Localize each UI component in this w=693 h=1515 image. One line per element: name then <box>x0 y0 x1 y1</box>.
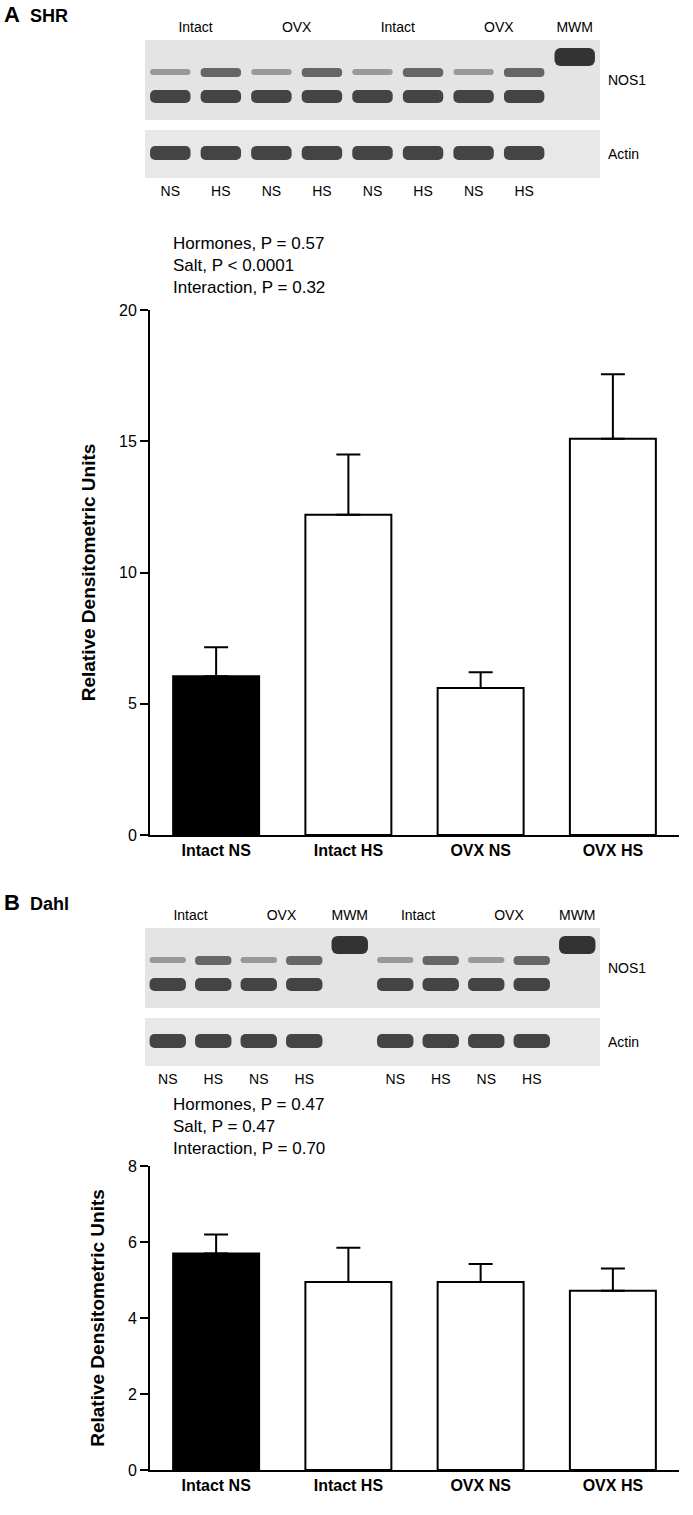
svg-text:6: 6 <box>128 1234 137 1251</box>
svg-text:HS: HS <box>514 183 533 199</box>
svg-text:HS: HS <box>204 1071 223 1087</box>
svg-text:Hormones, P = 0.47Salt, P = 0.: Hormones, P = 0.47Salt, P = 0.47Interact… <box>173 1095 325 1158</box>
svg-text:Intact HS: Intact HS <box>314 842 384 859</box>
svg-text:10: 10 <box>119 564 137 581</box>
svg-text:NS: NS <box>161 183 180 199</box>
svg-text:HS: HS <box>295 1071 314 1087</box>
svg-text:Intact HS: Intact HS <box>314 1477 384 1494</box>
svg-text:20: 20 <box>119 302 137 319</box>
svg-text:OVX HS: OVX HS <box>583 1477 644 1494</box>
svg-text:2: 2 <box>128 1386 137 1403</box>
svg-text:15: 15 <box>119 433 137 450</box>
svg-text:HS: HS <box>312 183 331 199</box>
svg-text:NOS1: NOS1 <box>608 72 646 88</box>
svg-text:Intact: Intact <box>401 907 435 923</box>
svg-text:NS: NS <box>249 1071 268 1087</box>
svg-text:NS: NS <box>386 1071 405 1087</box>
svg-text:B: B <box>4 890 20 915</box>
svg-text:NS: NS <box>477 1071 496 1087</box>
svg-text:OVX NS: OVX NS <box>450 842 511 859</box>
svg-text:OVX: OVX <box>494 907 524 923</box>
svg-text:Intact: Intact <box>173 907 207 923</box>
svg-text:Dahl: Dahl <box>30 894 69 914</box>
svg-text:MWM: MWM <box>331 907 368 923</box>
svg-text:MWM: MWM <box>559 907 596 923</box>
svg-text:Actin: Actin <box>608 1034 639 1050</box>
svg-text:4: 4 <box>128 1310 137 1327</box>
svg-text:0: 0 <box>128 1462 137 1479</box>
svg-text:Intact: Intact <box>178 19 212 35</box>
svg-text:Relative Densitometric Units: Relative Densitometric Units <box>87 1189 108 1447</box>
svg-text:NS: NS <box>262 183 281 199</box>
svg-text:MWM: MWM <box>556 19 593 35</box>
svg-text:HS: HS <box>211 183 230 199</box>
svg-text:Intact NS: Intact NS <box>181 1477 251 1494</box>
svg-text:Relative Densitometric Units: Relative Densitometric Units <box>78 444 99 702</box>
svg-text:5: 5 <box>128 695 137 712</box>
svg-text:NS: NS <box>363 183 382 199</box>
svg-text:HS: HS <box>413 183 432 199</box>
svg-text:NS: NS <box>158 1071 177 1087</box>
svg-text:OVX HS: OVX HS <box>583 842 644 859</box>
svg-text:0: 0 <box>128 827 137 844</box>
svg-text:SHR: SHR <box>30 6 68 26</box>
svg-text:A: A <box>4 2 20 27</box>
svg-text:OVX: OVX <box>282 19 312 35</box>
svg-text:NOS1: NOS1 <box>608 960 646 976</box>
svg-text:Actin: Actin <box>608 146 639 162</box>
svg-text:OVX NS: OVX NS <box>450 1477 511 1494</box>
svg-text:Hormones, P = 0.57Salt, P < 0.: Hormones, P = 0.57Salt, P < 0.0001Intera… <box>173 234 325 297</box>
svg-text:HS: HS <box>522 1071 541 1087</box>
svg-text:OVX: OVX <box>484 19 514 35</box>
svg-text:Intact NS: Intact NS <box>181 842 251 859</box>
svg-text:HS: HS <box>431 1071 450 1087</box>
svg-text:NS: NS <box>464 183 483 199</box>
svg-text:OVX: OVX <box>267 907 297 923</box>
svg-text:Intact: Intact <box>381 19 415 35</box>
svg-text:8: 8 <box>128 1158 137 1175</box>
